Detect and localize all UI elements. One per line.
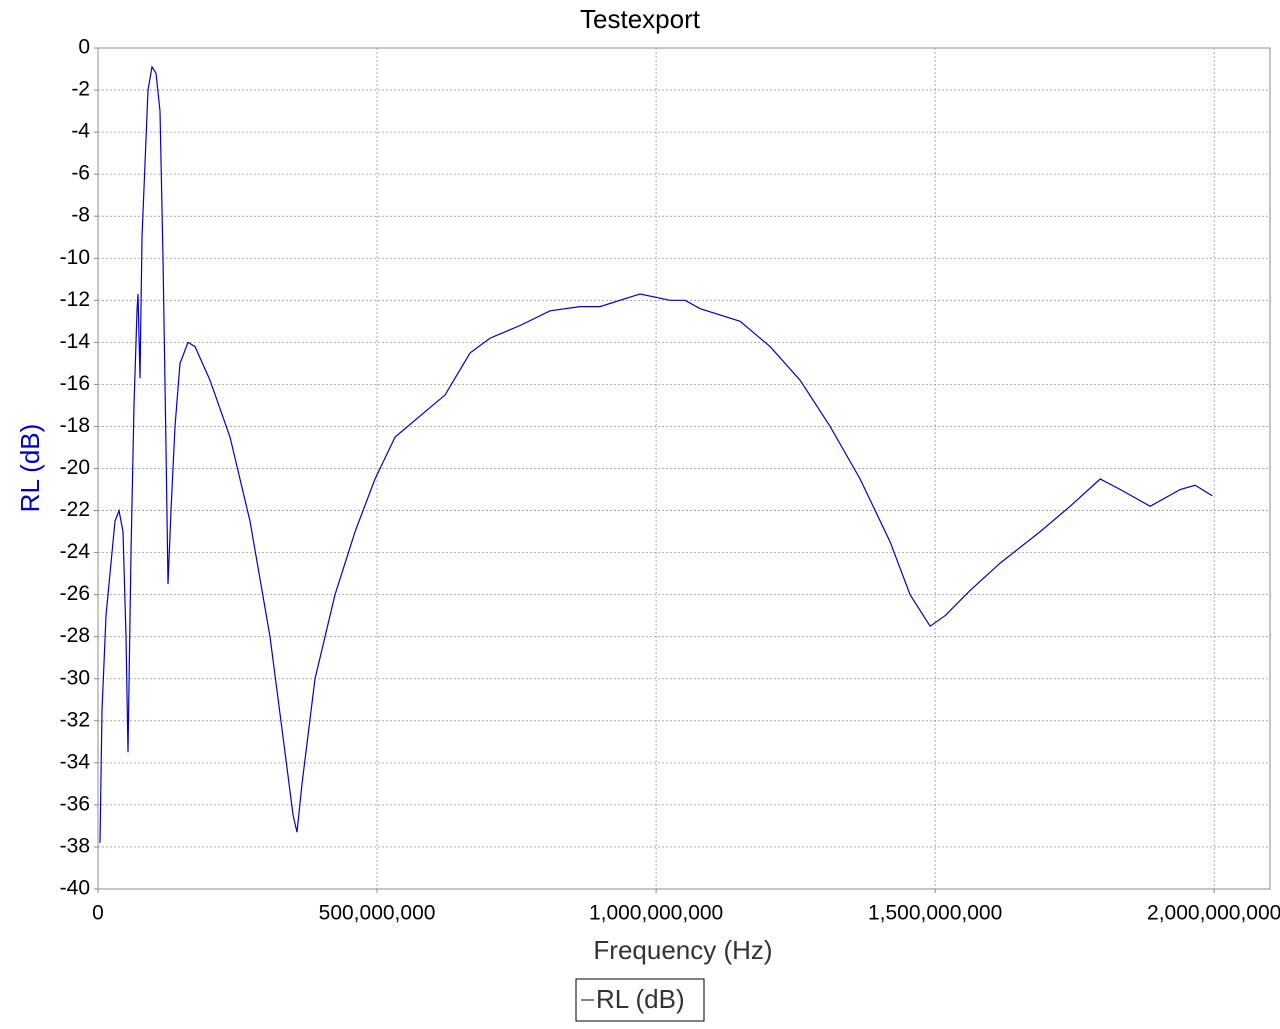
x-tick-label: 2,000,000,000: [1147, 902, 1280, 925]
x-tick-label: 1,500,000,000: [868, 902, 1002, 925]
y-tick-label: -36: [60, 792, 90, 815]
y-tick-label: 0: [78, 36, 90, 59]
y-tick-label: -2: [71, 78, 90, 101]
data-line: [99, 65, 1213, 843]
y-tick-label: -12: [60, 288, 90, 311]
y-tick-label: -28: [60, 624, 90, 647]
y-tick-label: -14: [60, 330, 91, 353]
y-tick-label: -40: [60, 877, 90, 900]
legend-label: RL (dB): [596, 984, 685, 1014]
x-tick-label: 0: [92, 902, 104, 925]
y-tick-label: -32: [60, 708, 90, 731]
x-axis-label: Frequency (Hz): [593, 935, 772, 965]
y-tick-label: -10: [60, 246, 90, 269]
y-tick-label: -16: [60, 372, 90, 395]
y-tick-label: -30: [60, 666, 90, 689]
y-axis-label: RL (dB): [15, 424, 45, 513]
y-tick-label: -18: [60, 414, 90, 437]
y-tick-label: -20: [60, 456, 90, 479]
x-tick-label: 500,000,000: [319, 902, 436, 925]
chart-title: Testexport: [580, 4, 701, 34]
y-tick-label: -38: [60, 834, 90, 857]
y-tick-label: -22: [60, 498, 90, 521]
y-tick-label: -34: [60, 750, 91, 773]
y-tick-label: -24: [60, 540, 91, 563]
y-tick-label: -8: [71, 204, 90, 227]
legend-box: [575, 978, 705, 1022]
x-tick-label: 1,000,000,000: [589, 902, 723, 925]
y-tick-label: -4: [71, 120, 90, 143]
y-tick-label: -6: [71, 162, 90, 185]
y-tick-label: -26: [60, 582, 90, 605]
